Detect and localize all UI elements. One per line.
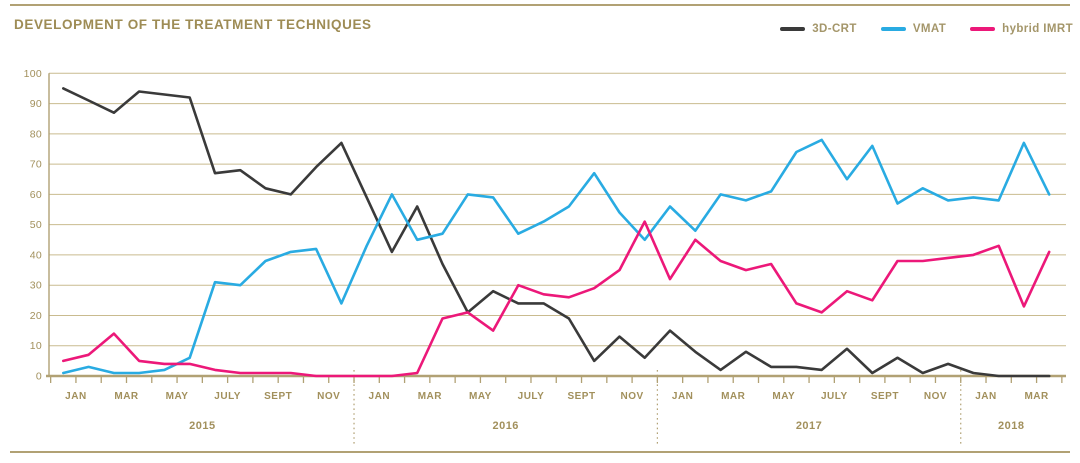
legend-label: hybrid IMRT xyxy=(1002,23,1073,35)
vmat-line-swatch xyxy=(880,27,906,31)
svg-text:JULY: JULY xyxy=(214,391,241,402)
svg-text:NOV: NOV xyxy=(621,391,644,402)
svg-text:90: 90 xyxy=(30,98,42,110)
svg-text:MAR: MAR xyxy=(418,391,443,402)
svg-text:20: 20 xyxy=(30,310,42,322)
legend-label: VMAT xyxy=(912,23,947,35)
svg-text:MAR: MAR xyxy=(1024,391,1049,402)
legend-label: 3D-CRT xyxy=(812,23,857,35)
svg-text:JAN: JAN xyxy=(672,391,694,402)
svg-text:JULY: JULY xyxy=(821,391,848,402)
svg-text:JAN: JAN xyxy=(369,391,391,402)
svg-text:40: 40 xyxy=(30,249,42,261)
chart-title: DEVELOPMENT OF THE TREATMENT TECHNIQUES xyxy=(14,17,372,32)
hybrid-imrt-line-swatch xyxy=(970,27,996,31)
svg-text:0: 0 xyxy=(36,371,42,383)
svg-text:NOV: NOV xyxy=(924,391,947,402)
svg-text:80: 80 xyxy=(30,128,42,140)
svg-text:70: 70 xyxy=(30,159,42,171)
svg-text:MAR: MAR xyxy=(721,391,746,402)
svg-text:MAY: MAY xyxy=(469,391,492,402)
svg-text:50: 50 xyxy=(30,219,42,231)
svg-text:MAR: MAR xyxy=(114,391,139,402)
bottom-divider-rule xyxy=(10,451,1070,453)
svg-text:60: 60 xyxy=(30,189,42,201)
svg-text:NOV: NOV xyxy=(317,391,340,402)
svg-text:MAY: MAY xyxy=(772,391,795,402)
svg-text:2017: 2017 xyxy=(796,420,822,432)
svg-text:10: 10 xyxy=(30,340,42,352)
svg-text:100: 100 xyxy=(24,68,42,80)
legend-item-hybrid-imrt: hybrid IMRT xyxy=(970,23,1073,35)
svg-text:JAN: JAN xyxy=(65,391,87,402)
svg-text:SEPT: SEPT xyxy=(871,391,899,402)
chart-legend: 3D-CRT VMAT hybrid IMRT xyxy=(780,23,1073,35)
svg-text:MAY: MAY xyxy=(166,391,189,402)
top-divider-rule xyxy=(10,4,1070,6)
svg-text:JULY: JULY xyxy=(518,391,545,402)
legend-item-3d-crt: 3D-CRT xyxy=(780,23,857,35)
legend-item-vmat: VMAT xyxy=(880,23,947,35)
svg-text:SEPT: SEPT xyxy=(264,391,292,402)
svg-text:SEPT: SEPT xyxy=(567,391,595,402)
svg-text:JAN: JAN xyxy=(975,391,997,402)
svg-text:2016: 2016 xyxy=(492,420,518,432)
svg-text:30: 30 xyxy=(30,280,42,292)
3d-crt-line-swatch xyxy=(780,27,806,31)
svg-text:2015: 2015 xyxy=(189,420,215,432)
svg-text:2018: 2018 xyxy=(998,420,1024,432)
